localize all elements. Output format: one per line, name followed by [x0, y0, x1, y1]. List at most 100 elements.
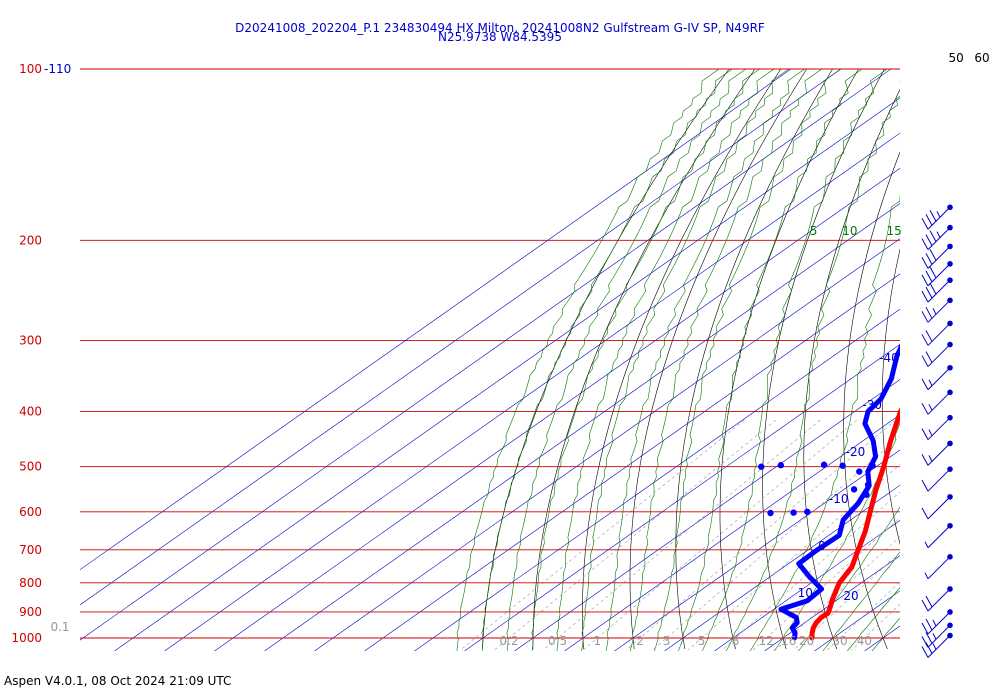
temperature-trace	[809, 407, 900, 641]
isobar-lines	[80, 68, 900, 639]
isotherm-label: -40	[879, 351, 899, 365]
top-axis-label: 50	[948, 51, 963, 65]
wind-barb-staff	[927, 279, 951, 303]
dry-adiabat-line	[675, 69, 833, 650]
wind-barb-staff	[927, 468, 951, 492]
dewpoint-outlier-point	[863, 491, 870, 498]
wind-barb-flag	[929, 266, 937, 279]
wind-barb-half-flag	[936, 231, 941, 238]
pressure-tick-label: 900	[19, 605, 42, 619]
wind-barb-half-flag	[928, 404, 933, 411]
wind-barb-staff	[927, 323, 951, 346]
moist-adiabat-line	[678, 69, 863, 651]
wind-barb-half-flag	[932, 308, 937, 315]
isotherm-label: 20	[843, 589, 858, 603]
wind-barb-staff	[927, 417, 951, 441]
pressure-tick-label: 100	[19, 62, 42, 76]
isotherm-line	[915, 69, 1000, 651]
dewpoint-outlier-point	[864, 481, 872, 489]
isotherm-line	[80, 69, 842, 606]
wind-barb-flag	[925, 286, 933, 299]
wind-barb-flag	[921, 403, 929, 415]
moist-adiabat-line	[506, 69, 747, 651]
wind-barb-flag	[929, 210, 937, 222]
wind-barb-flag	[925, 270, 933, 283]
wind-barb-half-flag	[928, 379, 933, 386]
isotherm-line	[614, 449, 900, 651]
moist-adiabat-line	[773, 422, 900, 651]
pressure-tick-label: 1000	[11, 631, 42, 645]
isotherm-line	[114, 97, 900, 651]
wind-barb-flag	[921, 636, 929, 648]
mixing-ratio-line	[460, 419, 745, 651]
wind-barb-flag	[929, 282, 937, 295]
wind-barb-flag	[925, 234, 933, 246]
pressure-tick-label: 500	[19, 460, 42, 474]
mixing-ratio-label: 2	[636, 634, 644, 648]
wind-barb-half-flag	[924, 572, 929, 580]
mixing-ratio-label: 30	[832, 634, 847, 648]
dewpoint-outlier-point	[850, 486, 858, 493]
dry-adiabat-line	[532, 69, 756, 649]
wind-barb-flag	[921, 257, 929, 269]
wind-barb-half-flag	[932, 643, 937, 650]
moist-adiabat-line	[556, 69, 775, 651]
mixing-ratio-label: 20	[799, 634, 814, 648]
dry-adiabat-line	[882, 248, 900, 546]
wind-barb-flag	[921, 428, 929, 440]
dry-adiabat-line	[991, 69, 1000, 649]
mixing-ratio-label: 0.5	[548, 634, 567, 648]
dewpoint-outlier-point	[758, 463, 765, 470]
wind-barb-flag	[921, 646, 929, 658]
pressure-tick-label: 300	[19, 333, 42, 347]
isotherm-label-top: -110	[44, 62, 71, 76]
wind-barb-staff	[927, 391, 951, 415]
dewpoint-outlier-point	[820, 461, 828, 468]
moist-adiabat-label: 5	[810, 224, 818, 238]
pressure-tick-label: 800	[19, 576, 42, 590]
wind-barb-flag	[925, 214, 933, 226]
isotherm-line	[514, 379, 900, 651]
dewpoint-outlier-point	[790, 509, 797, 516]
wind-barb-staff	[927, 624, 951, 648]
isotherm-line	[264, 203, 900, 651]
mixing-ratio-label: 40	[857, 634, 872, 648]
wind-barb-staff	[927, 611, 951, 635]
wind-barb-flag	[921, 218, 929, 230]
moist-adiabat-label: 15	[887, 224, 902, 238]
mixing-ratio-label: 8	[732, 634, 740, 648]
moist-adiabat-line	[456, 69, 720, 651]
dewpoint-outlier-point	[804, 508, 811, 515]
moist-adiabat-line	[605, 69, 805, 651]
isotherm-line	[314, 238, 900, 651]
wind-barb-flag	[925, 307, 933, 319]
isotherm-label: -30	[862, 398, 882, 412]
isotherm-line	[80, 69, 892, 641]
mixing-ratio-label: 12	[759, 634, 774, 648]
isotherm-label: -10	[829, 492, 849, 506]
wind-barb-flag	[921, 334, 929, 346]
dewpoint-outlier-point	[856, 468, 863, 475]
wind-barb-flag	[921, 311, 929, 323]
dry-adiabat-line	[582, 69, 782, 650]
dewpoint-outlier-point	[869, 462, 876, 469]
moist-adiabat-line	[531, 69, 760, 651]
wind-barb-flag	[925, 642, 933, 654]
wind-barb-staff	[927, 299, 951, 323]
dry-adiabat-line	[482, 69, 730, 650]
wind-barb-flag	[921, 378, 929, 390]
dewpoint-trace	[778, 343, 900, 641]
wind-barb-staff	[927, 367, 951, 391]
isotherm-line	[965, 69, 1000, 651]
dry-adiabat-line	[762, 69, 885, 650]
isotherm-line	[414, 308, 900, 651]
wind-barb-staff	[927, 227, 951, 250]
moist-adiabat-line	[701, 69, 888, 651]
moist-adiabat-line	[725, 80, 900, 651]
isotherm-label: -20	[846, 445, 866, 459]
moist-adiabat-line	[798, 506, 900, 651]
mixing-ratio-label: 0.1	[50, 620, 69, 634]
dewpoint-outlier-point	[777, 462, 785, 469]
wind-barb-flag	[929, 230, 937, 242]
